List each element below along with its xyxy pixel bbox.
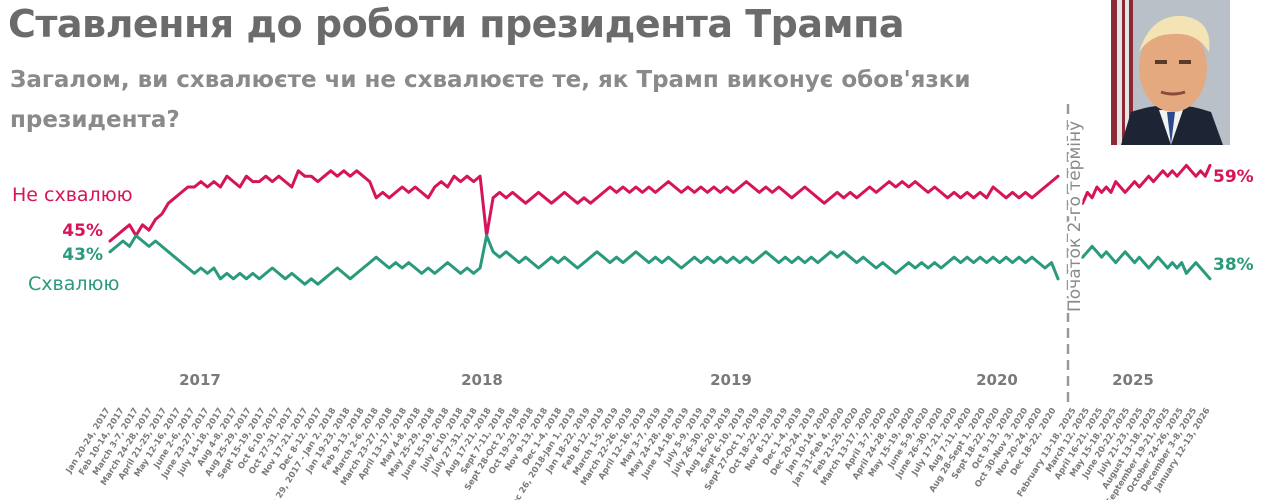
portrait-icon bbox=[1111, 0, 1230, 145]
year-label-2020: 2020 bbox=[976, 371, 1018, 389]
year-label-2017: 2017 bbox=[179, 371, 221, 389]
approve-line-term-2 bbox=[1076, 244, 1212, 281]
term-divider-label: Початок 2-го терміну bbox=[1065, 121, 1085, 312]
disapprove-series-name: Не схвалюю bbox=[12, 184, 133, 206]
series-layer bbox=[108, 163, 1212, 286]
approve-line-term-1 bbox=[108, 234, 1060, 286]
approve-end-label: 38% bbox=[1213, 255, 1254, 275]
disapprove-line-term-2 bbox=[1076, 163, 1212, 205]
chart-title: Ставлення до роботи президента Трампа bbox=[8, 2, 904, 46]
president-portrait-image bbox=[1111, 0, 1230, 145]
term-divider: Початок 2-го терміну bbox=[1063, 104, 1088, 406]
series-labels: Не схвалюю 45% 59% 43% Схвалюю 38% bbox=[12, 167, 1254, 295]
disapprove-end-label: 59% bbox=[1213, 167, 1254, 187]
year-label-2019: 2019 bbox=[710, 371, 752, 389]
approve-series-name: Схвалюю bbox=[28, 273, 119, 295]
disapprove-line-term-1 bbox=[108, 169, 1060, 243]
year-label-2018: 2018 bbox=[461, 371, 503, 389]
year-label-2025: 2025 bbox=[1112, 371, 1154, 389]
approve-start-label: 43% bbox=[62, 245, 103, 265]
year-labels: 2017 2018 2019 2020 2025 bbox=[179, 371, 1154, 389]
disapprove-start-label: 45% bbox=[62, 221, 103, 241]
chart-subtitle: Загалом, ви схвалюєте чи не схвалюєте те… bbox=[10, 67, 971, 133]
